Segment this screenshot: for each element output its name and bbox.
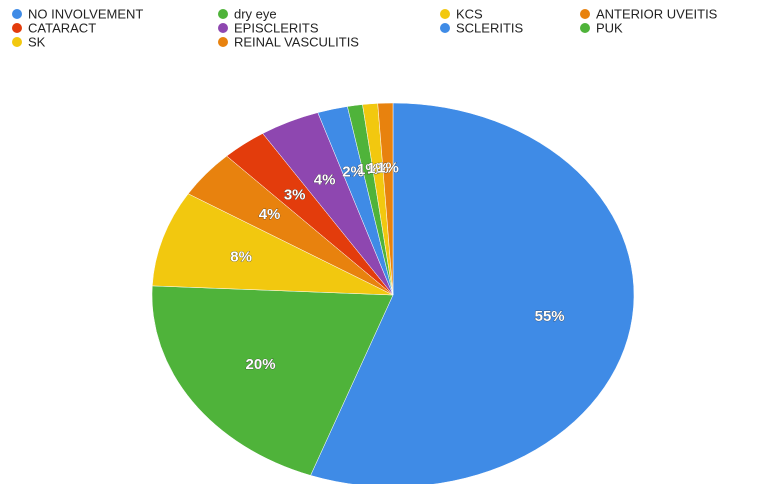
slice-label: 4% [314,172,336,189]
legend-label: SK [28,34,46,49]
legend-swatch [12,37,22,47]
slice-label: 1% [357,161,379,178]
legend-swatch [580,9,590,19]
slice-label: 1% [377,159,399,176]
pie-slice [151,285,394,476]
legend-swatch [218,23,228,33]
slice-label: 3% [284,186,306,203]
legend-label: PUK [596,20,623,35]
legend-label: KCS [456,6,483,21]
legend-swatch [12,23,22,33]
slice-label: 2% [342,163,364,180]
legend-swatch [580,23,590,33]
legend-swatch [440,23,450,33]
slice-label: 55% [535,308,565,325]
legend-swatch [218,9,228,19]
legend-label: SCLERITIS [456,20,524,35]
legend-swatch [12,9,22,19]
legend-label: EPISCLERITS [234,20,319,35]
legend-label: CATARACT [28,20,96,35]
slice-label: 4% [259,206,281,223]
legend-label: ANTERIOR UVEITIS [596,6,718,21]
legend-swatch [440,9,450,19]
slice-label: 1% [367,160,389,177]
legend-swatch [218,37,228,47]
slice-label: 8% [230,248,252,265]
legend-label: dry eye [234,6,277,21]
legend-label: NO INVOLVEMENT [28,6,143,21]
pie-slice [377,102,394,296]
pie-slice [310,102,635,484]
slice-label: 20% [246,356,276,373]
pie-slice [152,193,394,296]
legend-label: REINAL VASCULITIS [234,34,359,49]
